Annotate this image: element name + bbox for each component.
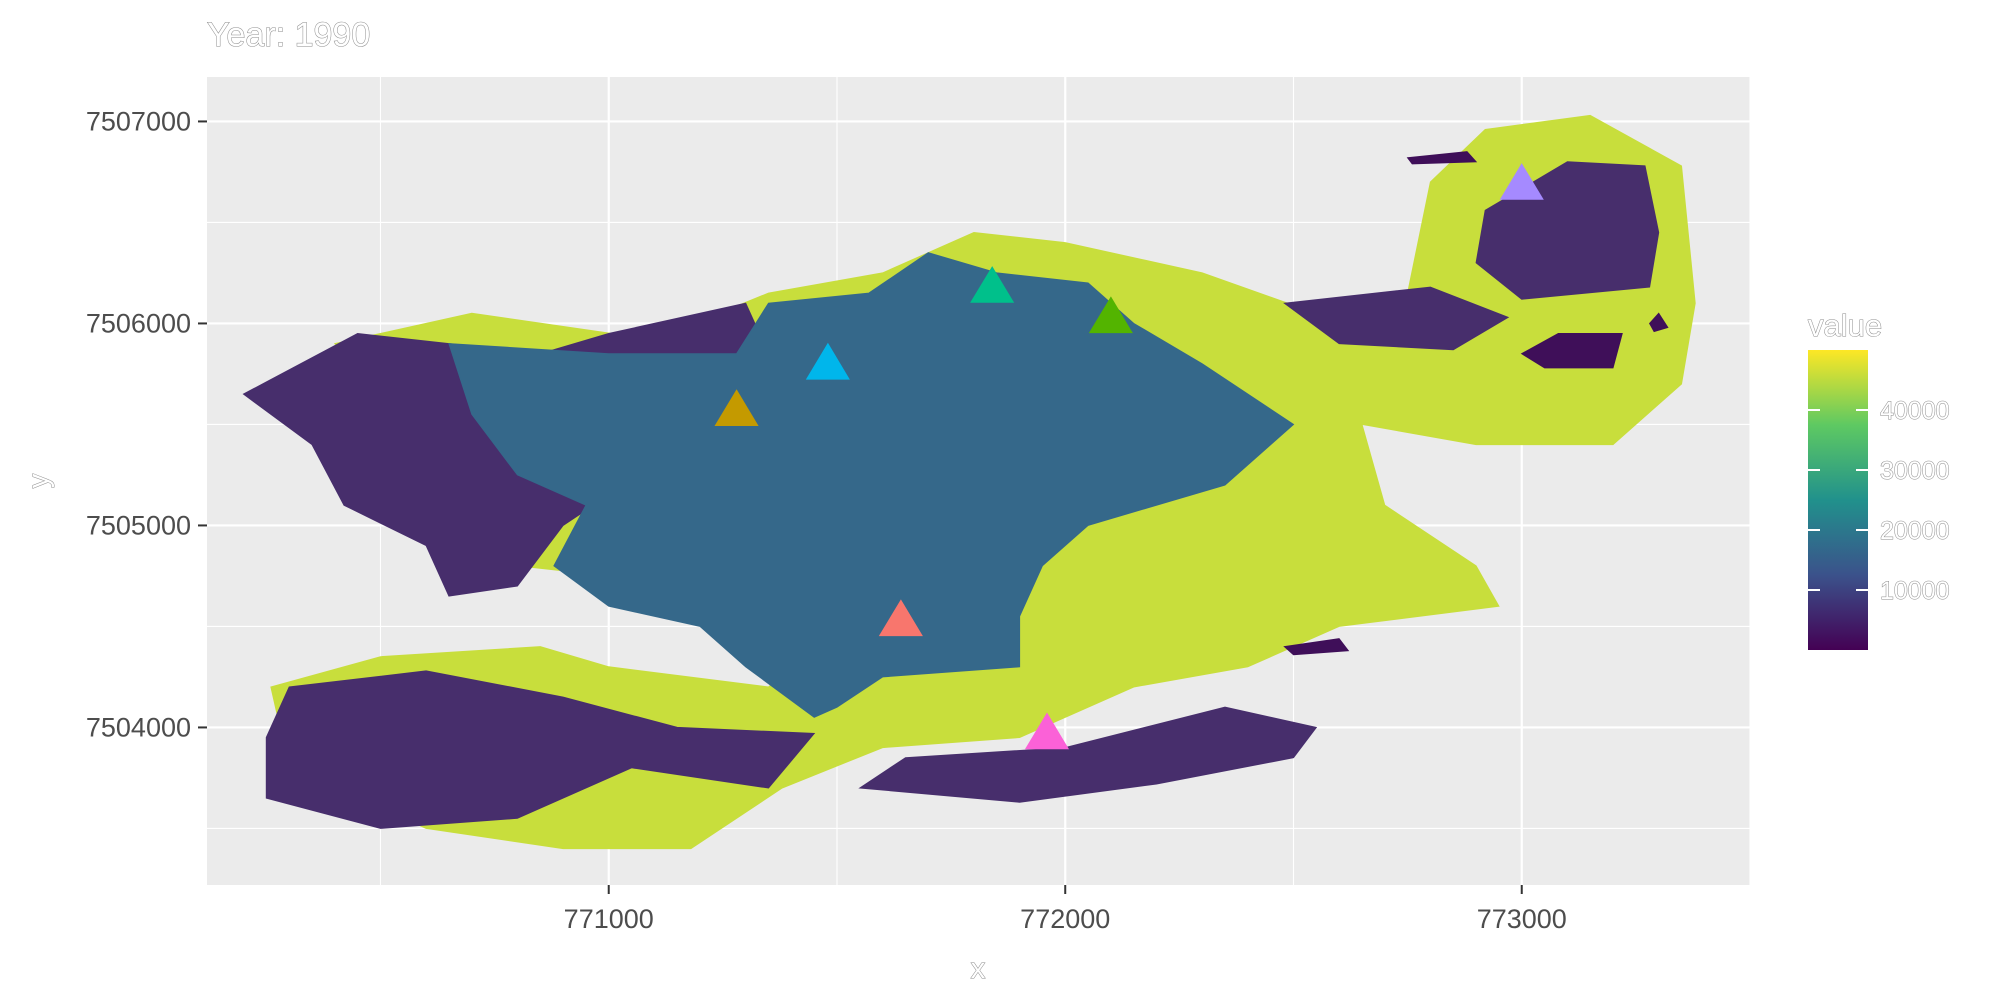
x-tick-label: 773000	[1477, 904, 1567, 934]
territory-very-dark-patch-2	[1406, 151, 1478, 165]
raster-layer	[242, 114, 1696, 850]
legend-ticks: 10000 20000 30000 40000	[1808, 397, 1950, 606]
territory-very-dark-patch-3	[1283, 638, 1350, 656]
markers-layer	[714, 163, 1544, 750]
legend-tick-label: 10000	[1880, 577, 1950, 605]
legend-title: value	[1808, 308, 1882, 343]
axes: 771000 772000 773000 7504000 7505000 7506000 7…	[86, 106, 1567, 934]
territory-dark-purple-patch-3	[1283, 286, 1510, 351]
point-2-marker	[714, 389, 759, 426]
legend-tick-label: 40000	[1880, 397, 1950, 425]
legend-tick-label: 20000	[1880, 517, 1950, 545]
x-axis-title: x	[971, 953, 986, 985]
territory-very-dark-patch-1	[1520, 333, 1623, 369]
territory-dark-purple-patch-4	[265, 670, 816, 829]
x-tick-label: 772000	[1020, 904, 1110, 934]
territory-very-dark-patch-4	[1648, 312, 1669, 333]
legend-tick-label: 30000	[1880, 457, 1950, 485]
legend-colorbar	[1808, 350, 1868, 650]
point-5-marker	[1088, 296, 1133, 334]
y-tick-label: 7505000	[86, 510, 191, 540]
point-7-marker	[1499, 163, 1544, 200]
y-tick-label: 7506000	[86, 308, 191, 338]
y-tick-label: 7507000	[86, 106, 191, 136]
x-tick-label: 771000	[564, 904, 654, 934]
point-3-marker	[805, 342, 850, 380]
y-tick-label: 7504000	[86, 712, 191, 742]
territory-dark-purple-patch-5	[858, 706, 1318, 803]
point-6-marker	[1024, 712, 1069, 750]
y-axis-title: y	[23, 473, 55, 488]
chart-title: Year: 1990	[207, 16, 370, 54]
territory-teal-blue-patch-1	[448, 252, 1295, 718]
point-1-marker	[878, 599, 923, 637]
point-4-marker	[970, 266, 1015, 303]
legend: value 10000 20000 30000 40000	[1808, 308, 1950, 650]
